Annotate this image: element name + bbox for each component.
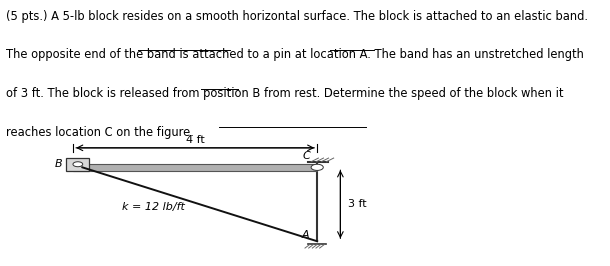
Text: 3 ft: 3 ft [348, 199, 367, 209]
Text: C: C [303, 151, 310, 161]
Text: A: A [301, 230, 309, 240]
Text: reaches location C on the figure.: reaches location C on the figure. [6, 126, 194, 139]
Text: (5 pts.) A 5-lb block resides on a smooth horizontal surface. The block is attac: (5 pts.) A 5-lb block resides on a smoot… [6, 10, 588, 23]
Text: The opposite end of the band is attached to a pin at location A. The band has an: The opposite end of the band is attached… [6, 48, 584, 61]
Text: B: B [54, 159, 62, 169]
Circle shape [73, 162, 83, 167]
Text: 4 ft: 4 ft [186, 135, 204, 145]
FancyBboxPatch shape [66, 158, 90, 171]
Text: of 3 ft. The block is released from position B from rest. Determine the speed of: of 3 ft. The block is released from posi… [6, 87, 564, 100]
Text: k = 12 lb/ft: k = 12 lb/ft [122, 202, 185, 212]
Circle shape [311, 164, 323, 171]
FancyBboxPatch shape [73, 164, 317, 171]
